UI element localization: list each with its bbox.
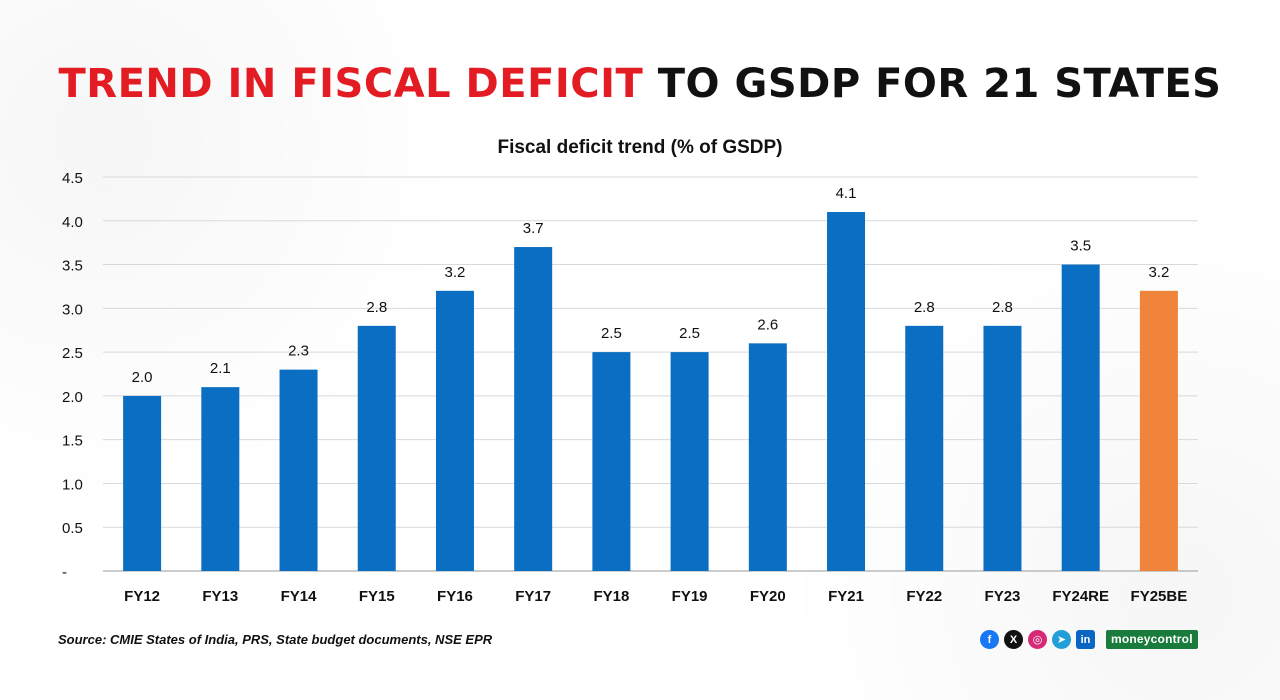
- data-label: 2.5: [601, 325, 622, 342]
- linkedin-icon[interactable]: in: [1076, 630, 1095, 649]
- x-tick-label: FY17: [515, 588, 551, 605]
- x-tick-label: FY15: [359, 588, 395, 605]
- bar-fy14: [279, 369, 318, 571]
- bar-fy16: [435, 290, 474, 571]
- data-label: 3.5: [1070, 238, 1091, 255]
- y-tick-label: 3.5: [62, 258, 83, 275]
- bar-fy15: [357, 325, 396, 571]
- data-label: 2.0: [132, 369, 153, 386]
- bar-fy18: [592, 352, 631, 571]
- x-tick-label: FY22: [906, 588, 942, 605]
- data-label: 3.2: [1148, 264, 1169, 281]
- x-icon[interactable]: X: [1004, 630, 1023, 649]
- data-label: 3.7: [523, 220, 544, 237]
- data-label: 2.3: [288, 343, 309, 360]
- data-label: 2.8: [366, 299, 387, 316]
- chart-title: Fiscal deficit trend (% of GSDP): [497, 137, 783, 158]
- title-highlight: TREND IN FISCAL DEFICIT: [58, 61, 644, 107]
- y-tick-label: 1.0: [62, 476, 83, 493]
- x-tick-label: FY23: [985, 588, 1021, 605]
- x-tick-label: FY14: [281, 588, 318, 605]
- y-tick-label: 3.0: [62, 301, 83, 318]
- x-tick-label: FY12: [124, 588, 160, 605]
- data-label: 2.1: [210, 360, 231, 377]
- x-tick-label: FY21: [828, 588, 864, 605]
- x-tick-label: FY25BE: [1131, 588, 1188, 605]
- bar-fy23: [983, 325, 1022, 571]
- data-label: 2.6: [757, 316, 778, 333]
- y-tick-label: 1.5: [62, 433, 83, 450]
- x-tick-label: FY19: [672, 588, 708, 605]
- social-icons: f X ◎ ➤ in: [980, 630, 1095, 649]
- y-tick-label: -: [62, 564, 67, 581]
- instagram-icon[interactable]: ◎: [1028, 630, 1047, 649]
- data-label: 2.8: [914, 299, 935, 316]
- x-tick-label: FY20: [750, 588, 786, 605]
- bar-fy24re: [1061, 264, 1100, 571]
- telegram-icon[interactable]: ➤: [1052, 630, 1071, 649]
- facebook-icon[interactable]: f: [980, 630, 999, 649]
- bar-fy25be: [1139, 290, 1178, 571]
- bar-fy19: [670, 352, 709, 571]
- bar-fy17: [514, 247, 553, 572]
- bar-fy13: [201, 387, 240, 571]
- bar-fy22: [905, 325, 944, 571]
- y-tick-label: 2.5: [62, 345, 83, 362]
- x-tick-label: FY13: [202, 588, 238, 605]
- bar-fy21: [827, 212, 866, 571]
- y-tick-label: 4.5: [62, 170, 83, 187]
- brand-logo: moneycontrol: [1106, 630, 1198, 649]
- x-tick-label: FY24RE: [1052, 588, 1109, 605]
- y-tick-label: 2.0: [62, 389, 83, 406]
- data-label: 4.1: [836, 185, 857, 202]
- page-title: TREND IN FISCAL DEFICIT TO GSDP FOR 21 S…: [0, 58, 1280, 110]
- data-label: 2.8: [992, 299, 1013, 316]
- bar-fy20: [748, 343, 787, 571]
- x-tick-label: FY18: [593, 588, 629, 605]
- y-tick-label: 4.0: [62, 214, 83, 231]
- data-label: 2.5: [679, 325, 700, 342]
- y-tick-label: 0.5: [62, 520, 83, 537]
- data-label: 3.2: [445, 264, 466, 281]
- title-rest: TO GSDP FOR 21 STATES: [657, 61, 1222, 107]
- x-tick-label: FY16: [437, 588, 473, 605]
- bar-fy12: [123, 395, 162, 571]
- source-note: Source: CMIE States of India, PRS, State…: [58, 632, 493, 647]
